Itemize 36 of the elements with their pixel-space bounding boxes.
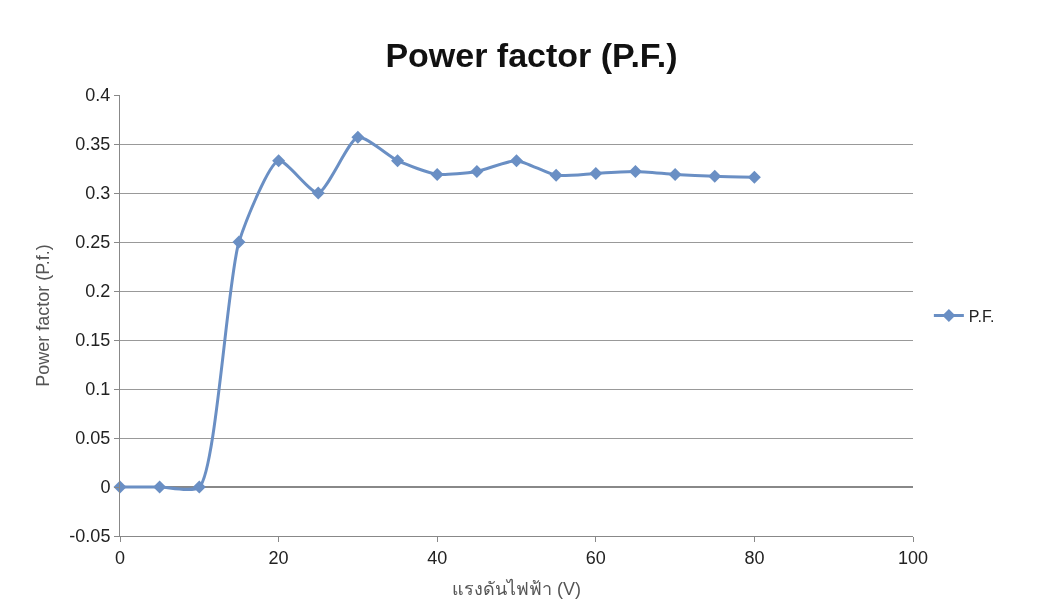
y-tick-label: 0.4 [85,85,111,106]
point [628,164,642,178]
point [589,166,603,180]
x-tick-label: 100 [897,547,929,568]
point [391,154,405,168]
chart-title: Power factor (P.F.) [385,35,678,74]
point [668,167,682,181]
y-tick-label: 0.2 [85,281,111,302]
x-tick-label: 80 [744,547,765,568]
y-tick-label: 0.3 [85,183,111,204]
y-tick-label: 0.35 [75,134,111,155]
point [549,168,563,182]
legend-label: P.F. [968,307,995,325]
y-axis-title: Power factor (P.f.) [32,244,53,387]
point [430,167,444,181]
x-tick-label: 20 [268,547,289,568]
point [192,480,206,494]
y-tick-label: 0.1 [85,379,111,400]
point [311,186,325,200]
point [747,170,761,184]
y-tick-label: 0.25 [75,232,111,253]
x-tick-label: 40 [427,547,448,568]
x-axis-title: แรงดันไฟฟ้า (V) [452,577,581,599]
y-tick-label: -0.05 [69,526,111,547]
point [272,154,286,168]
point [708,169,722,183]
y-tick-label: 0 [100,477,111,498]
y-tick-label: 0.05 [75,428,111,449]
point [153,480,167,494]
x-tick-label: 0 [114,547,126,568]
point [470,164,484,178]
x-tick-label: 60 [585,547,606,568]
point [232,235,246,249]
point [510,154,523,168]
y-tick-label: 0.15 [75,330,111,351]
point [351,130,365,144]
